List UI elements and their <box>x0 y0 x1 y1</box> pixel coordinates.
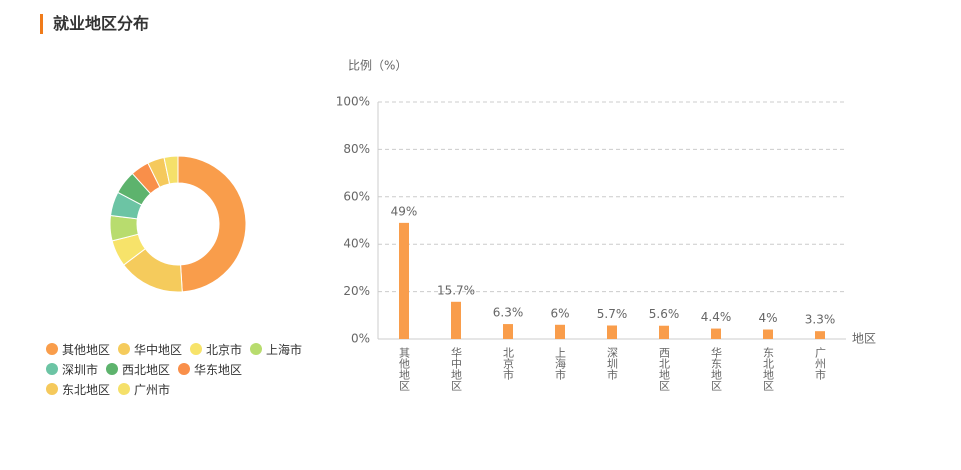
legend-label: 华中地区 <box>134 342 183 357</box>
legend-item: 其他地区 <box>46 341 110 357</box>
value-label: 3.3% <box>805 313 836 327</box>
legend-item: 上海市 <box>250 341 302 357</box>
x-axis-label: 地区 <box>852 332 876 346</box>
x-tick-label: 深圳市 <box>606 347 619 381</box>
legend-item: 广州市 <box>118 381 170 397</box>
value-label: 4% <box>758 311 777 325</box>
legend-swatch <box>106 363 119 375</box>
x-tick-label: 广州市 <box>814 347 827 381</box>
section-title: 就业地区分布 <box>40 14 149 34</box>
y-tick-label: 100% <box>336 95 370 109</box>
bar <box>763 329 773 339</box>
bar <box>815 331 825 339</box>
bar <box>555 324 565 339</box>
bar <box>711 328 721 339</box>
donut-slice <box>163 155 179 185</box>
legend-swatch <box>118 343 131 355</box>
bar <box>451 301 461 339</box>
legend-swatch <box>178 363 191 375</box>
legend-label: 深圳市 <box>62 362 99 377</box>
x-tick-label: 西北地区 <box>658 347 671 391</box>
legend-label: 北京市 <box>206 342 243 357</box>
x-tick-label: 华东地区 <box>710 346 723 391</box>
legend-label: 东北地区 <box>62 382 111 397</box>
legend-item: 华中地区 <box>118 341 182 357</box>
bar <box>503 324 513 339</box>
value-label: 5.6% <box>649 307 680 321</box>
legend-swatch <box>46 363 58 375</box>
legend-label: 上海市 <box>266 342 303 357</box>
legend-label: 广州市 <box>134 382 171 397</box>
legend-swatch <box>46 343 58 355</box>
legend-label: 其他地区 <box>62 342 111 357</box>
legend-item: 西北地区 <box>106 361 170 377</box>
y-tick-label: 0% <box>351 332 370 346</box>
legend-item: 深圳市 <box>46 361 98 377</box>
value-label: 6.3% <box>493 306 524 320</box>
y-tick-label: 60% <box>343 189 370 203</box>
y-axis-label: 比例（%） <box>348 59 407 73</box>
value-label: 5.7% <box>597 307 628 321</box>
legend-swatch <box>118 383 131 395</box>
value-label: 15.7% <box>437 283 475 297</box>
value-label: 49% <box>391 204 418 218</box>
legend: 其他地区 华中地区 北京市 上海市深圳市 西北地区 华东地区东北地区 广州市 <box>46 341 321 401</box>
x-tick-label: 东北地区 <box>762 347 775 391</box>
y-tick-label: 80% <box>343 142 370 156</box>
y-tick-label: 20% <box>343 284 370 298</box>
legend-item: 北京市 <box>190 341 242 357</box>
legend-label: 华东地区 <box>194 362 243 377</box>
bar <box>659 325 669 339</box>
donut-slice <box>177 155 247 293</box>
legend-swatch <box>190 343 203 355</box>
legend-swatch <box>250 343 263 355</box>
bar <box>607 325 617 339</box>
x-tick-label: 北京市 <box>502 347 515 381</box>
legend-swatch <box>46 383 58 395</box>
value-label: 6% <box>550 306 569 320</box>
x-tick-label: 上海市 <box>554 347 567 381</box>
y-tick-label: 40% <box>343 237 370 251</box>
x-tick-label: 华中地区 <box>450 346 463 391</box>
value-label: 4.4% <box>701 310 732 324</box>
x-tick-label: 其他地区 <box>398 347 411 391</box>
legend-label: 西北地区 <box>122 362 171 377</box>
legend-item: 东北地区 <box>46 381 110 397</box>
bar <box>399 222 409 339</box>
legend-item: 华东地区 <box>178 361 242 377</box>
